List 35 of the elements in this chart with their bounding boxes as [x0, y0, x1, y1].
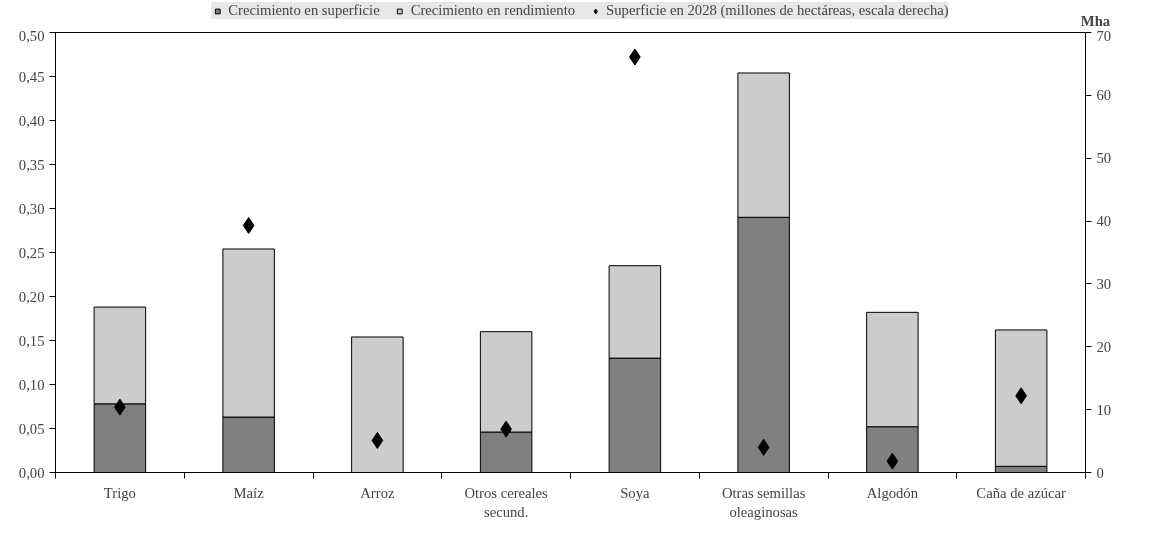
point — [886, 452, 899, 470]
y2-tick-label: 10 — [1096, 401, 1112, 418]
y2-axis-title: Mha — [1080, 12, 1111, 29]
y-tick-label: 0,00 — [18, 464, 45, 481]
x-tick-label: Maíz — [233, 484, 265, 501]
y-tick-label: 0,10 — [18, 376, 45, 393]
x-tick-label: Algodón — [866, 484, 919, 501]
y-tick-label: 0,30 — [18, 200, 45, 217]
y-tick-label: 0,20 — [18, 288, 45, 305]
x-tick-label: Otras semillas oleaginosas — [721, 484, 806, 520]
y2-tick-label: 30 — [1096, 275, 1112, 292]
y2-tick-label: 40 — [1096, 213, 1112, 230]
y2-tick-label: 50 — [1096, 150, 1112, 167]
legend-label: Crecimiento en superficie — [228, 2, 380, 19]
x-tick-label: Caña de azúcar — [976, 484, 1066, 501]
y2-tick-label: 0 — [1096, 464, 1104, 481]
x-tick-label: Soya — [620, 484, 651, 501]
point — [371, 431, 384, 449]
y-tick-label: 0,40 — [18, 112, 45, 129]
y2-tick-label: 20 — [1096, 338, 1112, 355]
legend-label: Crecimiento en rendimiento — [410, 2, 576, 19]
y-tick-label: 0,35 — [18, 156, 45, 173]
x-tick-label: Trigo — [103, 484, 136, 501]
y-tick-label: 0,50 — [18, 27, 45, 44]
y-tick-label: 0,25 — [18, 244, 45, 261]
x-tick-label: Arroz — [360, 484, 395, 501]
y2-tick-label: 60 — [1096, 87, 1112, 104]
point — [757, 438, 770, 456]
y-tick-label: 0,15 — [18, 332, 45, 349]
y-tick-label: 0,05 — [18, 420, 45, 437]
y2-tick-label: 70 — [1096, 27, 1112, 44]
point — [242, 216, 255, 234]
legend-label: Superficie en 2028 (millones de hectáreas, escala derecha) — [606, 2, 949, 19]
x-tick-label: Otros cereales secund. — [464, 484, 549, 520]
y-tick-label: 0,45 — [18, 68, 45, 85]
